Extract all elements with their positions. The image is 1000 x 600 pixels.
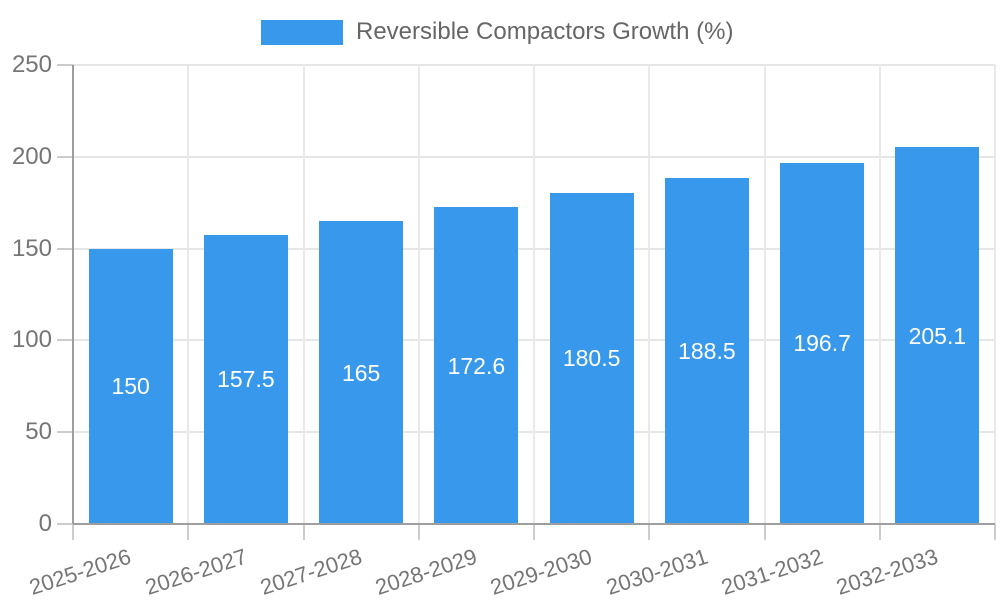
x-axis-line xyxy=(73,523,995,525)
bar[interactable] xyxy=(434,207,519,524)
x-axis-tick-label: 2032-2033 xyxy=(833,543,942,600)
y-axis-tick xyxy=(57,64,73,66)
legend-swatch xyxy=(261,19,343,45)
bar-value-label: 196.7 xyxy=(793,330,851,357)
legend: Reversible Compactors Growth (%) xyxy=(261,18,733,46)
gridline-vertical xyxy=(533,65,535,524)
y-axis-tick xyxy=(57,523,73,525)
gridline-vertical xyxy=(994,65,996,524)
x-axis-tick-label: 2026-2027 xyxy=(141,543,250,600)
x-axis-tick-label: 2025-2026 xyxy=(26,543,135,600)
x-axis-tick xyxy=(878,524,881,540)
x-axis-tick-label: 2028-2029 xyxy=(372,543,481,600)
y-axis-tick-label: 0 xyxy=(38,510,52,537)
gridline-vertical xyxy=(763,65,766,524)
bar-value-label: 172.6 xyxy=(447,352,506,379)
bar-value-label: 150 xyxy=(111,373,150,400)
bar[interactable] xyxy=(203,234,288,524)
gridline-vertical xyxy=(878,65,881,524)
legend-label: Reversible Compactors Growth (%) xyxy=(356,18,734,45)
bar[interactable] xyxy=(664,177,749,524)
y-axis-tick-label: 250 xyxy=(11,51,52,78)
bar[interactable] xyxy=(319,221,404,524)
gridline-vertical xyxy=(417,65,420,524)
bar[interactable] xyxy=(88,248,173,524)
gridline-vertical xyxy=(302,65,305,524)
x-axis-tick xyxy=(648,524,651,540)
gridline-vertical xyxy=(648,65,651,524)
x-axis-tick xyxy=(763,524,766,540)
y-axis-tick-label: 200 xyxy=(11,142,52,170)
bar-value-label: 180.5 xyxy=(562,345,621,372)
y-axis-tick-label: 150 xyxy=(11,234,52,262)
y-axis-tick xyxy=(57,155,73,158)
bar-value-label: 205.1 xyxy=(908,322,967,349)
x-axis-tick-label: 2031-2032 xyxy=(718,543,826,600)
y-axis-line xyxy=(72,65,74,524)
bar[interactable] xyxy=(780,162,865,524)
x-axis-tick xyxy=(72,524,74,540)
bar-value-label: 157.5 xyxy=(217,366,275,393)
y-axis-tick-label: 50 xyxy=(25,418,52,446)
x-axis-tick-label: 2030-2031 xyxy=(602,543,711,600)
bar-value-label: 165 xyxy=(341,359,381,386)
x-axis-tick-label: 2029-2030 xyxy=(487,543,596,600)
x-axis-tick xyxy=(533,524,535,540)
x-axis-tick-label: 2027-2028 xyxy=(257,543,365,600)
y-axis-tick-label: 100 xyxy=(11,326,52,354)
x-axis-tick xyxy=(187,524,190,540)
y-axis-tick xyxy=(57,339,73,342)
y-axis-tick xyxy=(57,247,73,250)
bar-value-label: 188.5 xyxy=(678,337,736,364)
y-axis-tick xyxy=(57,431,73,434)
x-axis-tick xyxy=(994,524,996,540)
bar[interactable] xyxy=(895,147,980,524)
gridline-vertical xyxy=(187,65,190,524)
x-axis-tick xyxy=(302,524,305,540)
bar[interactable] xyxy=(549,192,634,524)
x-axis-tick xyxy=(417,524,420,540)
